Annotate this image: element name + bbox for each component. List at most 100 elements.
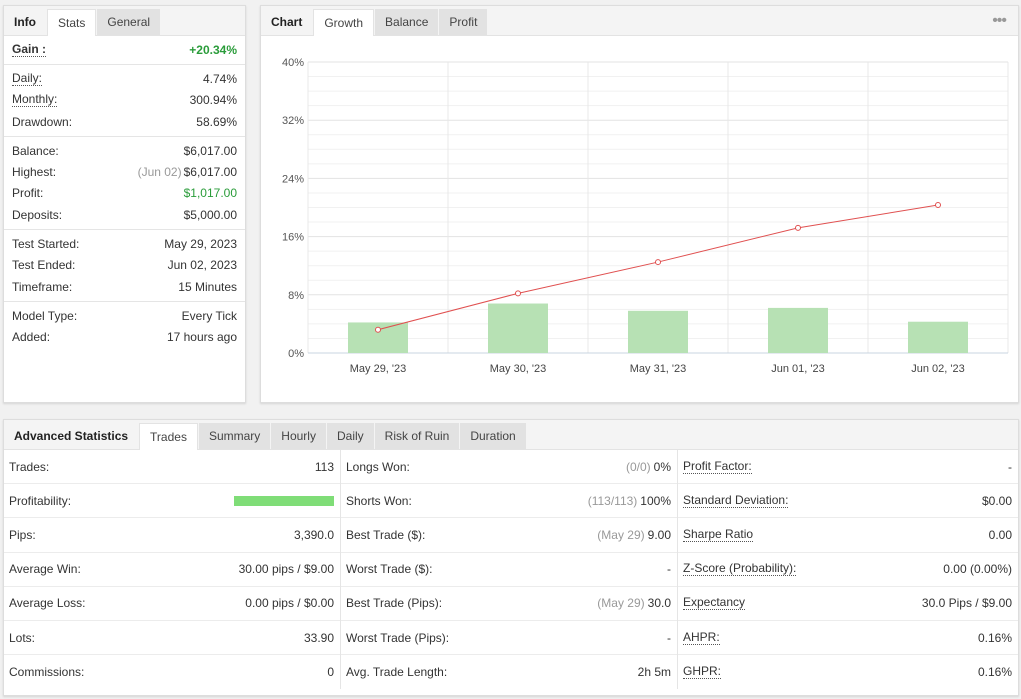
stat-row-drawdown: Drawdown: 58.69% [12, 111, 237, 132]
adv-label: Commissions: [9, 665, 85, 680]
stats-group: Test Started: May 29, 2023 Test Ended: Jun … [4, 230, 245, 303]
y-tick-label: 40% [282, 57, 304, 69]
chart-tab-bar: Chart Growth Balance Profit [261, 6, 1018, 36]
adv-row-commissions: Commissions: 0 [4, 655, 340, 689]
growth-point [795, 224, 801, 231]
tab-trades[interactable]: Trades [139, 423, 198, 450]
stats-column: Trades: 113 Profitability: Pips: 3,390.0 Aver… [4, 450, 341, 690]
adv-label: Best Trade (Pips): [346, 596, 443, 611]
tab-balance[interactable]: Balance [375, 9, 439, 35]
stat-row-balance: Balance: $6,017.00 [12, 140, 237, 161]
y-tick-label: 32% [282, 115, 304, 127]
adv-label: Lots: [9, 630, 36, 645]
stats-panel: Info Stats General Gain : +20.34% Daily: 4.74… [3, 5, 246, 403]
adv-value: - [1008, 459, 1012, 474]
stat-label: Profit: [12, 186, 44, 201]
growth-point [375, 326, 381, 333]
tab-risk-of-ruin[interactable]: Risk of Ruin [374, 423, 460, 449]
adv-row-standard-deviation: Standard Deviation: $0.00 [678, 484, 1018, 519]
stats-heading-info: Info [14, 15, 36, 29]
adv-row-worst-trade-pips: Worst Trade (Pips): - [341, 621, 677, 656]
stats-column: Longs Won: (0/0) 0% Shorts Won: (113/113) 100… [341, 450, 678, 690]
stat-value: +20.34% [189, 42, 237, 57]
tab-profit[interactable]: Profit [439, 9, 488, 35]
stat-label: Deposits: [12, 207, 63, 222]
adv-label: Worst Trade ($): [346, 562, 433, 577]
adv-label: Shorts Won: [346, 493, 412, 508]
stat-value: May 29, 2023 [164, 237, 237, 252]
stats-tab-bar: Info Stats General [4, 6, 245, 36]
adv-value: 0 [327, 665, 334, 680]
stat-date: (Jun 02) [137, 165, 182, 180]
tab-general[interactable]: General [97, 9, 161, 35]
adv-value: (May 29) 9.00 [597, 527, 671, 542]
adv-row-profit-factor: Profit Factor: - [678, 450, 1018, 485]
adv-value: 30.00 pips / $9.00 [238, 562, 334, 577]
stat-value: 300.94% [189, 93, 237, 108]
tab-hourly[interactable]: Hourly [271, 423, 326, 449]
adv-sub: (113/113) [587, 493, 638, 508]
adv-label[interactable]: Z-Score (Probability): [683, 561, 797, 577]
adv-row-sharpe-ratio: Sharpe Ratio 0.00 [678, 518, 1018, 553]
adv-sub: (May 29) [597, 527, 645, 542]
stats-list: Gain : +20.34% Daily: 4.74% Monthly: 300.94% D… [4, 36, 245, 352]
tab-growth[interactable]: Growth [313, 9, 375, 36]
stat-label: Highest: [12, 165, 57, 180]
adv-value: $0.00 [981, 493, 1012, 508]
adv-row-lots: Lots: 33.90 [4, 621, 340, 656]
stat-value: $5,000.00 [183, 207, 237, 222]
stat-row-highest: Highest: (Jun 02) $6,017.00 [12, 161, 237, 182]
adv-label[interactable]: Profit Factor: [683, 458, 752, 474]
chart-heading-chart: Chart [271, 15, 303, 29]
stat-row-deposits: Deposits: $5,000.00 [12, 204, 237, 225]
stat-label: Balance: [12, 143, 59, 158]
adv-value: 30.0 Pips / $9.00 [921, 596, 1012, 611]
stat-value: 58.69% [196, 114, 237, 129]
adv-label[interactable]: Expectancy [683, 595, 746, 611]
adv-label[interactable]: AHPR: [683, 629, 720, 645]
stat-label[interactable]: Monthly: [12, 92, 58, 108]
tab-stats[interactable]: Stats [47, 9, 97, 36]
stat-row-gain: Gain : +20.34% [12, 39, 237, 60]
tab-summary[interactable]: Summary [198, 423, 271, 449]
adv-label: Worst Trade (Pips): [346, 630, 450, 645]
stat-label: Drawdown: [12, 114, 73, 129]
adv-label[interactable]: GHPR: [683, 664, 722, 680]
stat-row-daily: Daily: 4.74% [12, 68, 237, 89]
more-dots-icon[interactable]: ••• [992, 12, 1007, 29]
adv-value: 3,390.0 [293, 527, 334, 542]
stats-group: Balance: $6,017.00 Highest: (Jun 02) $6,017.… [4, 137, 245, 231]
stat-row-monthly: Monthly: 300.94% [12, 90, 237, 111]
adv-label: Longs Won: [346, 459, 410, 474]
stat-label[interactable]: Gain : [12, 41, 47, 57]
adv-row-ahpr: AHPR: 0.16% [678, 621, 1018, 656]
x-tick-label: May 31, '23 [630, 363, 687, 375]
adv-label[interactable]: Sharpe Ratio [683, 526, 754, 542]
growth-bar [908, 321, 968, 353]
advanced-statistics-panel: Advanced Statistics Trades Summary Hourly Da… [3, 419, 1019, 696]
adv-value: 0.00 [988, 527, 1012, 542]
adv-value: - [667, 630, 671, 645]
growth-point [935, 202, 941, 209]
adv-value: 0.16% [977, 665, 1012, 680]
stat-row-added: Added: 17 hours ago [12, 327, 237, 348]
tab-daily[interactable]: Daily [326, 423, 374, 449]
adv-label[interactable]: Standard Deviation: [683, 492, 789, 508]
y-tick-label: 16% [282, 232, 304, 244]
adv-row-longs-won: Longs Won: (0/0) 0% [341, 450, 677, 485]
stat-label[interactable]: Daily: [12, 70, 43, 86]
stat-value: 15 Minutes [178, 279, 237, 294]
y-tick-label: 24% [282, 173, 304, 185]
x-tick-label: May 29, '23 [350, 363, 407, 375]
x-tick-label: Jun 01, '23 [771, 363, 824, 375]
stat-value: 17 hours ago [166, 330, 237, 345]
adv-sub: (0/0) [625, 459, 651, 474]
adv-value: - [667, 562, 671, 577]
adv-value: 113 [314, 459, 334, 474]
growth-bar [488, 303, 548, 353]
adv-row-avg-trade-length: Avg. Trade Length: 2h 5m [341, 655, 677, 689]
tab-duration[interactable]: Duration [460, 423, 526, 449]
adv-value: (May 29) 30.0 [597, 596, 671, 611]
adv-value: 2h 5m [637, 665, 671, 680]
adv-row-profitability: Profitability: [4, 484, 340, 519]
